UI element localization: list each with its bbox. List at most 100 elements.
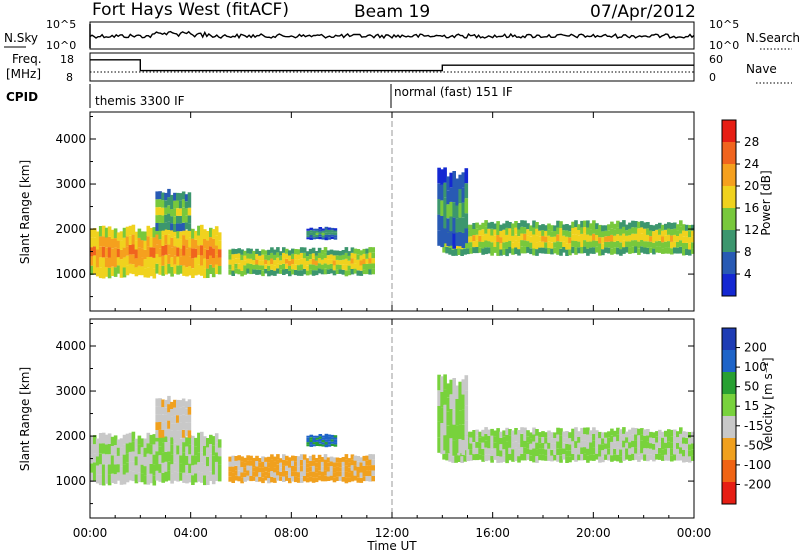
- ground-scatter-evening-velocity-cell: [179, 455, 183, 464]
- after-midnight-gs-power-cell: [574, 234, 578, 241]
- after-midnight-gs-power-cell: [577, 247, 581, 254]
- velocity-colorbar-tick-label-0: 200: [744, 341, 767, 355]
- freq-left-label-1: Freq.: [12, 52, 42, 66]
- band-06-11-power-cell: [299, 270, 304, 276]
- band-06-11-velocity-cell: [255, 455, 259, 461]
- after-midnight-gs-power-cell: [454, 248, 458, 256]
- after-midnight-gs-velocity-cell: [526, 430, 530, 437]
- after-midnight-gs-velocity-cell: [682, 437, 686, 444]
- ground-scatter-evening-power-cell: [170, 247, 174, 258]
- ground-scatter-evening-velocity-cell: [116, 439, 121, 448]
- band-06-11-velocity-cell: [249, 460, 253, 466]
- after-midnight-gs-power-cell: [652, 242, 656, 249]
- after-midnight-gs-power-cell: [583, 240, 587, 247]
- after-midnight-gs-power-cell: [649, 224, 653, 231]
- after-midnight-gs-velocity-cell: [514, 441, 518, 448]
- early-clump-power-cell: [170, 216, 174, 224]
- power-colorbar-swatch-3: [722, 186, 736, 209]
- band-06-11-velocity-cell: [305, 467, 310, 473]
- velocity-heatmap: [90, 319, 695, 518]
- band-06-11-velocity-cell: [302, 470, 307, 476]
- after-midnight-gs-velocity-cell: [637, 435, 641, 442]
- rising-streak-velocity-cell: [464, 405, 469, 421]
- patch-09-velocity-cell: [333, 442, 338, 445]
- after-midnight-gs-velocity-cell: [637, 428, 641, 436]
- band-06-11-velocity-cell: [234, 475, 238, 481]
- ground-scatter-evening-velocity-cell: [211, 445, 216, 456]
- after-midnight-gs-velocity-cell: [661, 443, 665, 450]
- band-06-11-power-cell: [273, 265, 277, 271]
- ground-scatter-evening-power-cell: [206, 249, 210, 260]
- after-midnight-gs-velocity-cell: [475, 454, 479, 461]
- patch-09-power-cell: [330, 234, 335, 237]
- band-06-11-power-cell: [282, 252, 286, 259]
- after-midnight-gs-power-cell: [670, 229, 674, 236]
- band-06-11-power-cell: [320, 250, 325, 255]
- after-midnight-gs-power-cell: [469, 224, 473, 231]
- after-midnight-gs-power-cell: [685, 243, 689, 249]
- after-midnight-gs-power-cell: [595, 235, 599, 241]
- band-06-11-power-cell: [270, 269, 274, 276]
- after-midnight-gs-power-cell: [448, 247, 452, 255]
- early-clump-power-cell: [167, 205, 171, 214]
- band-06-11-power-cell: [288, 271, 292, 277]
- rising-streak-velocity-cell: [443, 435, 447, 451]
- ground-scatter-evening-power-cell: [107, 257, 112, 268]
- rising-streak-power-cell: [461, 232, 466, 248]
- ground-scatter-evening-velocity-cell: [137, 435, 142, 445]
- patch-09-power-cell: [309, 232, 314, 235]
- ground-scatter-evening-power-cell: [137, 228, 142, 238]
- after-midnight-gs-velocity-cell: [556, 455, 560, 462]
- after-midnight-gs-power-cell: [526, 241, 530, 247]
- band-06-11-power-cell: [308, 254, 313, 260]
- rising-streak-power-cell: [461, 217, 466, 233]
- after-midnight-gs-velocity-cell: [649, 437, 653, 444]
- after-midnight-gs-power-cell: [601, 243, 605, 250]
- after-midnight-gs-power-cell: [646, 247, 650, 255]
- after-midnight-gs-velocity-cell: [508, 447, 512, 454]
- band-06-11-velocity-cell: [308, 466, 313, 472]
- after-midnight-gs-velocity-cell: [511, 449, 515, 456]
- after-midnight-gs-power-cell: [517, 229, 521, 236]
- early-clump-power-cell: [184, 208, 189, 216]
- after-midnight-gs-power-cell: [691, 242, 695, 249]
- after-midnight-gs-power-cell: [532, 248, 536, 256]
- after-midnight-gs-velocity-cell: [535, 449, 539, 457]
- band-06-11-power-cell: [228, 249, 232, 255]
- after-midnight-gs-velocity-cell: [691, 443, 695, 450]
- after-midnight-gs-power-cell: [535, 228, 539, 236]
- rising-streak-power-cell: [443, 197, 447, 213]
- patch-09-velocity-cell: [312, 444, 317, 447]
- band-06-11-velocity-cell: [314, 458, 319, 463]
- after-midnight-gs-power-cell: [475, 240, 479, 247]
- patch-09-velocity-cell: [315, 441, 320, 444]
- ground-scatter-evening-velocity-cell: [98, 464, 103, 475]
- band-06-11-velocity-cell: [320, 457, 325, 462]
- band-06-11-velocity-cell: [279, 476, 283, 481]
- ground-scatter-evening-power-cell: [119, 259, 124, 269]
- patch-09-velocity-cell: [318, 443, 323, 447]
- after-midnight-gs-velocity-cell: [526, 436, 530, 443]
- after-midnight-gs-velocity-cell: [478, 454, 482, 460]
- after-midnight-gs-velocity-cell: [607, 437, 611, 443]
- after-midnight-gs-velocity-cell: [679, 434, 683, 441]
- after-midnight-gs-power-cell: [556, 220, 560, 228]
- early-clump-velocity-cell: [161, 407, 165, 415]
- ground-scatter-evening-velocity-cell: [211, 474, 216, 485]
- band-06-11-velocity-cell: [282, 454, 286, 460]
- after-midnight-gs-power-cell: [682, 236, 686, 243]
- ground-scatter-evening-power-cell: [158, 257, 162, 266]
- band-06-11-velocity-cell: [314, 472, 319, 478]
- after-midnight-gs-velocity-cell: [634, 434, 638, 441]
- after-midnight-gs-velocity-cell: [580, 441, 584, 448]
- after-midnight-gs-velocity-cell: [625, 454, 629, 460]
- band-06-11-velocity-cell: [362, 476, 367, 482]
- after-midnight-gs-power-cell: [622, 247, 626, 254]
- band-06-11-power-cell: [317, 247, 322, 253]
- band-06-11-power-cell: [255, 264, 259, 270]
- patch-09-power-cell: [306, 237, 310, 240]
- patch-09-velocity-cell: [327, 437, 332, 440]
- power-colorbar-tick-label-3: 16: [744, 201, 759, 215]
- velocity-colorbar-frame: [721, 327, 737, 505]
- ground-scatter-evening-velocity-cell: [149, 434, 154, 445]
